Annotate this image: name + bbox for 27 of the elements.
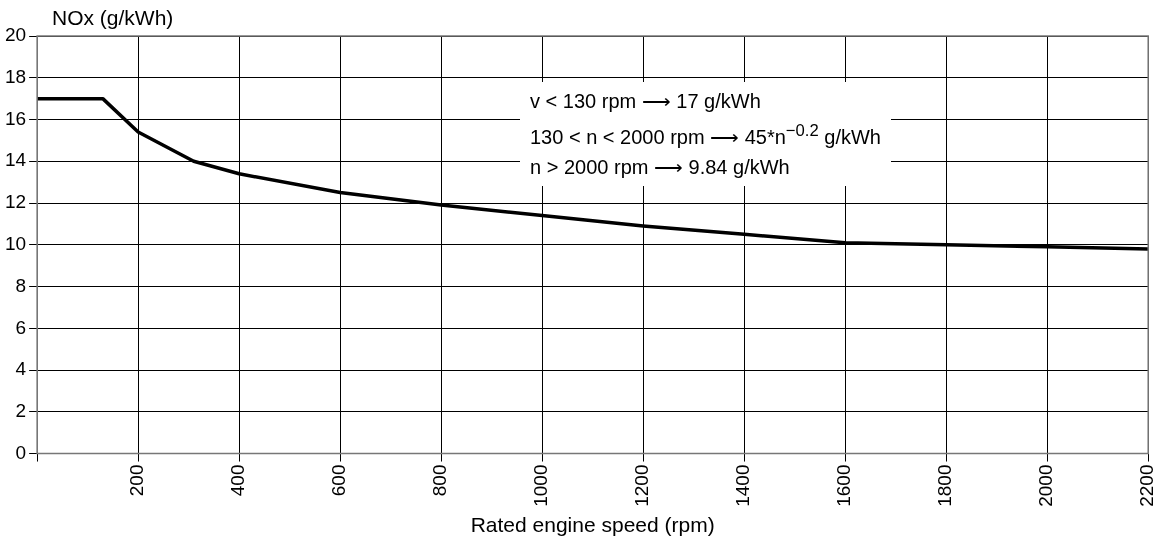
- y-tick-label: 18: [4, 65, 27, 87]
- y-tick-label: 6: [15, 316, 27, 338]
- y-tick-label: 0: [15, 441, 27, 463]
- x-tick-label: 400: [227, 464, 249, 497]
- x-axis-title: Rated engine speed (rpm): [470, 513, 715, 537]
- annotation: v < 130 rpm ⟶ 17 g/kWh: [530, 89, 762, 114]
- y-tick-label: 12: [4, 191, 27, 213]
- y-tick-label: 20: [4, 24, 27, 46]
- x-tick-label: 200: [126, 464, 148, 497]
- x-tick-label: 1800: [934, 464, 956, 507]
- y-tick-label: 14: [4, 149, 27, 171]
- x-tick-label: 2000: [1035, 464, 1057, 507]
- annotation: 130 < n < 2000 rpm ⟶ 45*n$^{−0.2}$ g/kWh: [530, 120, 881, 150]
- x-tick-label: 1200: [631, 464, 653, 507]
- y-tick-label: 10: [4, 233, 27, 254]
- x-tick-label: 1000: [530, 464, 552, 507]
- x-tick-label: 1400: [732, 464, 754, 507]
- y-tick-label: 4: [15, 358, 27, 380]
- annotation: n > 2000 rpm ⟶ 9.84 g/kWh: [530, 154, 791, 180]
- x-tick-label: 2200: [1136, 464, 1158, 507]
- y-tick-label: 2: [15, 400, 27, 422]
- x-tick-label: 600: [328, 464, 350, 497]
- y-tick-label: 16: [4, 107, 27, 129]
- y-tick-label: 8: [15, 274, 27, 296]
- x-tick-label: 800: [429, 464, 451, 497]
- y-axis-title: NOx (g/kWh): [52, 6, 174, 30]
- x-tick-label: 1600: [833, 464, 855, 507]
